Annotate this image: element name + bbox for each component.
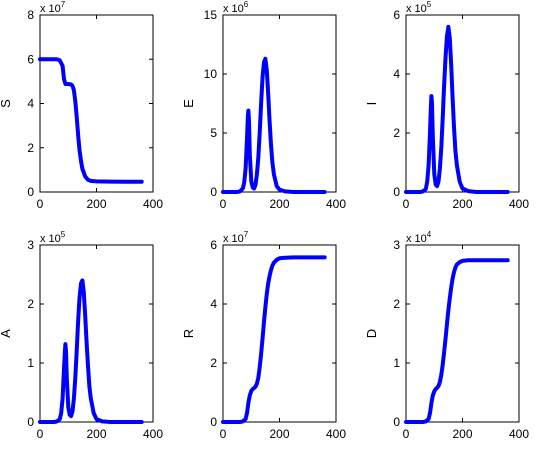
x-tick-label: 200 [269,427,289,441]
series-line-r [221,255,327,424]
y-tick-label: 4 [210,297,217,311]
y-tick-label: 4 [393,67,400,81]
y-tick-label: 8 [27,8,34,22]
axes-box [222,14,337,193]
y-axis-label: E [181,99,196,108]
x-tick-label: 200 [86,427,106,441]
series-line-s [38,57,144,184]
panel-i: 0 200 400 0 2 4 6 Ix 105 [364,0,529,211]
x-tick-label: 0 [403,427,410,441]
y-axis-label: R [181,329,196,338]
y-axis-label: A [0,329,13,338]
y-tick-label: 1 [393,356,400,370]
y-tick-label: 0 [393,415,400,429]
axis-multiplier: x 105 [40,230,66,245]
x-tick-label: 400 [509,197,529,211]
x-tick-label: 200 [86,197,106,211]
x-tick-label: 200 [452,197,472,211]
series-line-e [221,56,327,194]
x-tick-label: 400 [143,197,163,211]
y-axis-label: I [364,102,379,106]
series-line-d [404,258,510,424]
y-tick-label: 0 [393,185,400,199]
y-axis-label: S [0,99,13,108]
y-tick-label: 0 [27,185,34,199]
y-axis-label: D [364,329,379,338]
x-tick-label: 0 [37,197,44,211]
x-tick-label: 200 [269,197,289,211]
y-tick-label: 3 [393,238,400,252]
panel-d: 0 200 400 0 1 2 3 Dx 104 [364,230,529,441]
x-tick-label: 400 [326,427,346,441]
y-tick-label: 6 [393,8,400,22]
y-tick-label: 6 [210,238,217,252]
x-tick-label: 200 [452,427,472,441]
panel-a: 0 200 400 0 1 2 3 Ax 105 [0,230,163,441]
axis-multiplier: x 107 [223,230,249,245]
panel-s: 0 200 400 0 2 4 6 8 Sx 107 [0,0,163,211]
series-line-a [38,278,144,424]
series-line-i [404,24,510,194]
y-tick-label: 3 [27,238,34,252]
y-tick-label: 10 [204,67,218,81]
x-tick-label: 0 [220,427,227,441]
axes-box [405,14,520,193]
y-tick-label: 5 [210,126,217,140]
y-tick-label: 0 [27,415,34,429]
axis-multiplier: x 105 [406,0,432,15]
x-tick-label: 0 [220,197,227,211]
x-tick-label: 400 [143,427,163,441]
y-tick-label: 4 [27,97,34,111]
panel-e: 0 200 400 0 5 10 15 Ex 106 [181,0,346,211]
axis-multiplier: x 107 [40,0,66,15]
y-tick-label: 2 [210,356,217,370]
y-tick-label: 2 [393,126,400,140]
axes-box [39,14,154,193]
axis-multiplier: x 104 [406,230,432,245]
panel-r: 0 200 400 0 2 4 6 Rx 107 [181,230,346,441]
y-tick-label: 0 [210,415,217,429]
y-tick-label: 1 [27,356,34,370]
axes-box [222,244,337,423]
y-tick-label: 0 [210,185,217,199]
axes-box [405,244,520,423]
x-tick-label: 400 [509,427,529,441]
y-tick-label: 2 [27,141,34,155]
axes-box [39,244,154,423]
y-tick-label: 15 [204,8,218,22]
y-tick-label: 6 [27,52,34,66]
y-tick-label: 2 [27,297,34,311]
x-tick-label: 400 [326,197,346,211]
x-tick-label: 0 [403,197,410,211]
axis-multiplier: x 106 [223,0,249,15]
y-tick-label: 2 [393,297,400,311]
x-tick-label: 0 [37,427,44,441]
